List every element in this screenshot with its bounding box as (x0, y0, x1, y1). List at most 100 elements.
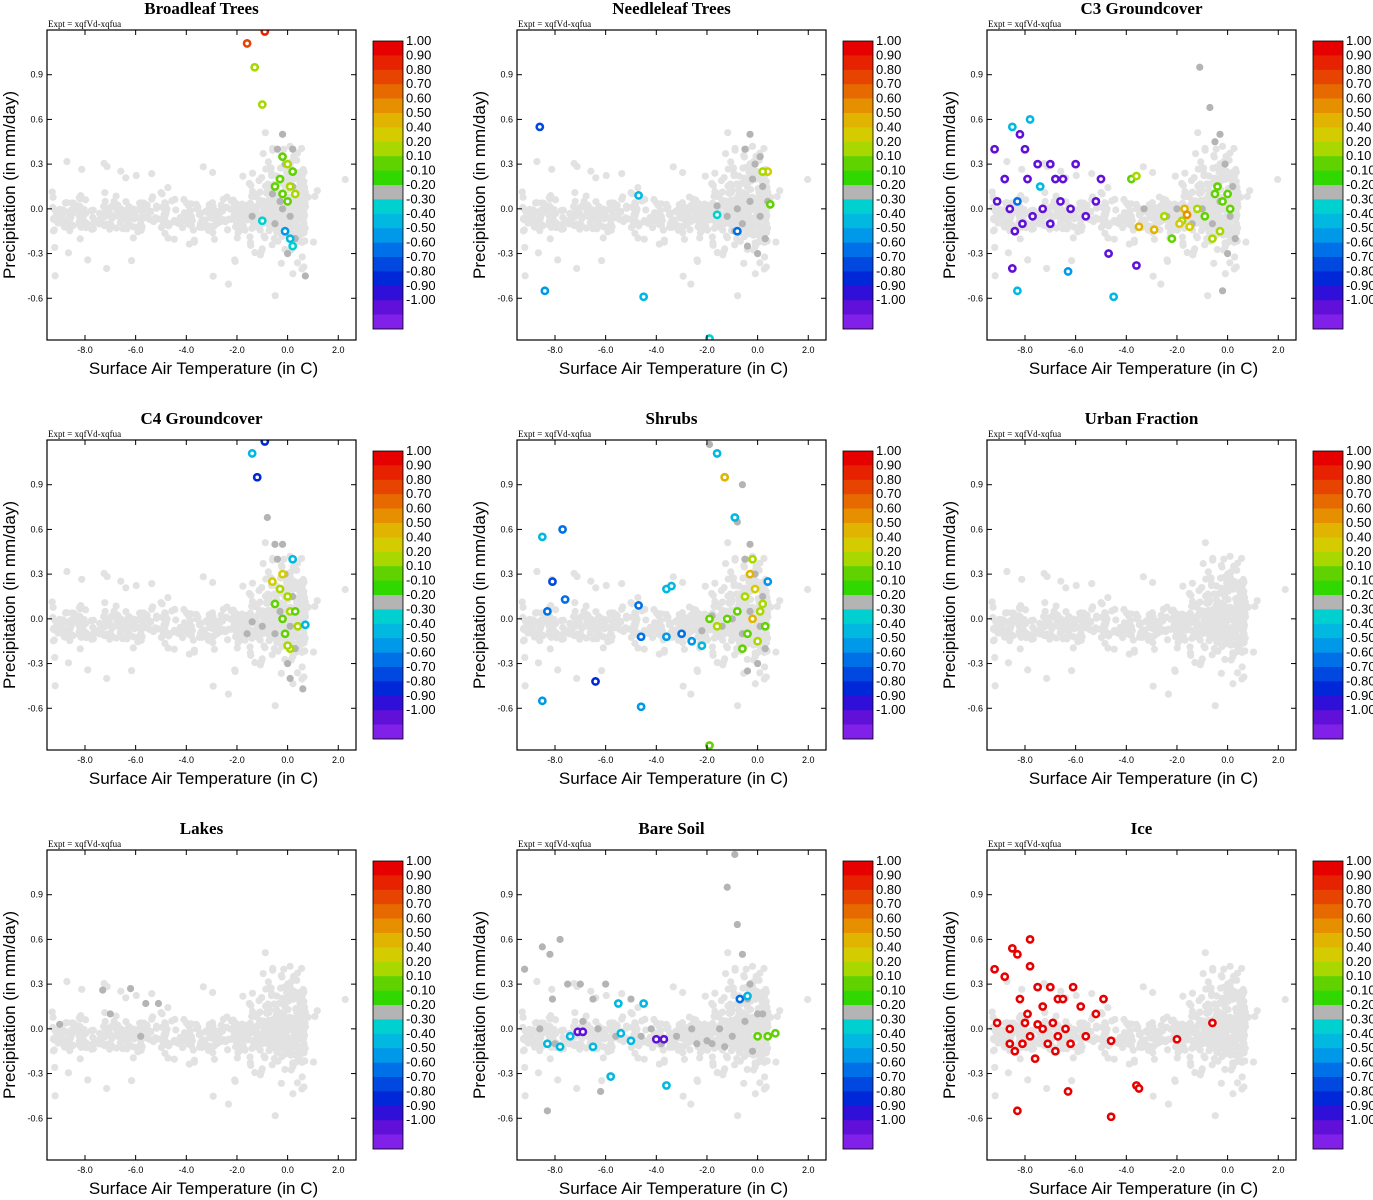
data-point (272, 183, 278, 189)
colorbar-label: -0.50 (876, 220, 906, 235)
background-point (522, 272, 529, 279)
background-point (1197, 661, 1204, 668)
colorbar-segment (843, 127, 873, 142)
background-point (257, 189, 264, 196)
plot-frame (517, 440, 826, 750)
background-point (676, 223, 683, 230)
colorbar-label: 0.50 (406, 515, 431, 530)
data-point (1136, 224, 1142, 230)
y-tick-label: -0.3 (497, 249, 513, 259)
background-point (1189, 251, 1196, 258)
background-point (754, 206, 761, 213)
data-point (1027, 116, 1033, 122)
background-point (200, 163, 207, 170)
x-tick-label: 0.0 (1221, 345, 1234, 355)
background-point (1082, 204, 1089, 211)
background-point (1108, 197, 1115, 204)
background-point (670, 163, 677, 170)
colorbar-segment (373, 70, 403, 85)
background-point (727, 202, 734, 209)
colorbar-segment (843, 84, 873, 99)
colorbar-label: -0.10 (406, 163, 436, 178)
background-point (623, 615, 630, 622)
data-point (295, 623, 301, 629)
colorbar-label: -0.30 (1346, 601, 1373, 616)
background-point (571, 632, 578, 639)
background-point (1214, 639, 1221, 646)
background-point (724, 182, 731, 189)
background-point (1108, 607, 1115, 614)
colorbar-label: -0.50 (406, 630, 436, 645)
neutral-point (754, 660, 761, 667)
background-point (547, 235, 554, 242)
colorbar-label: -0.50 (876, 630, 906, 645)
background-point (721, 197, 728, 204)
background-point (272, 292, 279, 299)
background-point (1100, 211, 1107, 218)
background-point (710, 193, 717, 200)
background-point (268, 172, 275, 179)
neutral-point (264, 514, 271, 521)
background-point (1088, 606, 1095, 613)
background-point (730, 217, 737, 224)
colorbar-label: -0.10 (1346, 573, 1373, 588)
background-point (1068, 257, 1075, 264)
data-point (244, 40, 250, 46)
colorbar-segment (1313, 552, 1343, 567)
colorbar-label: 0.50 (876, 515, 901, 530)
background-point (268, 164, 275, 171)
colorbar-label: -0.10 (1346, 163, 1373, 178)
background-point (65, 249, 72, 256)
background-point (1070, 234, 1077, 241)
background-point (1104, 184, 1111, 191)
background-point (136, 634, 143, 641)
background-point (1239, 582, 1246, 589)
colorbar-label: -0.70 (876, 249, 906, 264)
colorbar-segment (1313, 214, 1343, 229)
background-point (1043, 573, 1050, 580)
background-point (1211, 153, 1218, 160)
colorbar-label: -0.70 (1346, 659, 1373, 674)
colorbar-label: 0.90 (876, 47, 901, 62)
background-point (689, 617, 696, 624)
neutral-point (274, 146, 281, 153)
background-point (198, 219, 205, 226)
data-point (544, 608, 550, 614)
data-point (1111, 294, 1117, 300)
y-tick-label: 0.0 (970, 614, 983, 624)
background-point (1231, 253, 1238, 260)
data-point (1105, 250, 1111, 256)
background-point (184, 219, 191, 226)
background-point (538, 206, 545, 213)
background-point (1148, 202, 1155, 209)
background-point (342, 586, 349, 593)
colorbar-label: 0.70 (1346, 76, 1371, 91)
data-point (1219, 198, 1225, 204)
data-point (1009, 265, 1015, 271)
neutral-point (1227, 213, 1234, 220)
colorbar-segment (843, 300, 873, 315)
colorbar-label: -0.70 (406, 659, 436, 674)
background-point (274, 229, 281, 236)
data-point (279, 154, 285, 160)
background-point (1124, 219, 1131, 226)
background-point (724, 592, 731, 599)
data-point (1057, 198, 1063, 204)
background-point (206, 633, 213, 640)
background-point (117, 168, 124, 175)
background-point (1063, 217, 1070, 224)
panel-needleleaf-trees: Needleleaf TreesExpt = xqfVd-xqfua-8.0 -6… (470, 0, 906, 378)
background-point (674, 619, 681, 626)
background-point (259, 607, 266, 614)
background-point (222, 628, 229, 635)
background-point (573, 675, 580, 682)
background-point (1186, 590, 1193, 597)
data-point (641, 294, 647, 300)
background-point (1218, 670, 1225, 677)
data-point (765, 578, 771, 584)
background-point (1150, 683, 1157, 690)
background-point (1144, 619, 1151, 626)
background-point (162, 611, 169, 618)
background-point (1197, 599, 1204, 606)
background-point (687, 281, 694, 288)
